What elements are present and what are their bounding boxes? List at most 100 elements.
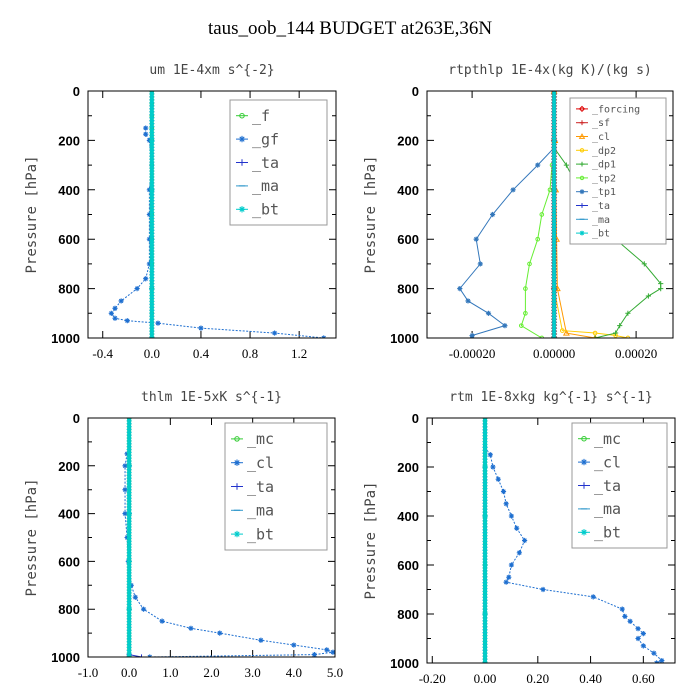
zero-band-point_bt [149,272,155,278]
zero-band-point_bt [149,316,155,322]
zero-band-point_bt [149,109,155,115]
series-line_tp1 [459,147,555,338]
zero-band-point_bt [149,94,155,100]
legend-entry: _mc [247,430,274,448]
legend-entry: _gf [252,130,279,148]
zero-band-point_bt [482,592,488,597]
zero-band-point_bt [126,495,132,501]
zero-band-point_bt [126,533,132,538]
zero-band-point_bt [126,507,132,513]
zero-band-point_bt [551,201,557,207]
data-point_cl [487,452,493,458]
data-point_gf [143,131,149,137]
zero-band-point_bt [126,487,132,493]
data-point_dp1 [658,286,664,292]
zero-band-point_bt [482,468,488,474]
zero-band-point_bt [482,600,488,606]
zero-band-point_bt [126,647,132,653]
data-point_dp1 [592,335,598,338]
zero-band-point_bt [126,564,132,570]
data-point_tp2 [518,323,524,328]
zero-band-point_bt [149,127,155,132]
zero-band-point_bt [551,195,557,201]
zero-band-point_bt [482,459,488,465]
zero-band-point_bt [482,442,488,447]
zero-band-point_bt [149,174,155,180]
zero-band-point_bt [126,467,132,473]
zero-band-point_bt [482,489,488,494]
zero-band-point_bt [551,316,557,322]
data-point_cl [122,487,128,493]
zero-band-point_bt [149,319,155,325]
zero-band-point_bt [126,653,132,657]
zero-band-point_bt [149,204,155,209]
data-point_cl [635,626,641,632]
zero-band-point_bt [149,136,155,141]
zero-band-point_bt [551,180,557,186]
zero-band-point_bt [551,207,557,212]
zero-band-point_bt [482,506,488,512]
y-axis-label: Pressure [hPa] [363,155,379,273]
zero-band-point_bt [126,424,132,430]
zero-band-point_bt [126,581,132,587]
zero-band-point_bt [482,597,488,603]
zero-band-point_bt [551,221,557,227]
x-tick-label: -0.4 [92,346,113,361]
data-point_cl [508,513,515,519]
x-tick-label: -1.0 [78,665,99,680]
x-tick-label: 1.2 [291,346,307,361]
zero-band-point_bt [126,524,132,530]
zero-band-point_bt [126,624,132,630]
zero-band-point_bt [551,319,557,325]
zero-band-point_bt [551,287,557,292]
y-axis-label: Pressure [hPa] [24,155,40,273]
x-tick-label: 5.0 [327,665,343,680]
zero-band-point_bt [149,106,155,112]
plot-frame [87,417,336,658]
zero-band-point_bt [551,257,557,263]
x-tick-label: 0.8 [242,346,258,361]
zero-band-point_bt [482,553,488,559]
legend-entry: _ma [247,502,274,520]
zero-band-point_bt [482,480,488,486]
data-point_cl [622,613,628,620]
data-point_gf [118,298,124,304]
zero-band-point_bt [551,127,557,132]
zero-band-point_bt [126,596,132,602]
zero-band-point_bt [126,579,132,584]
data-point_cl [291,642,297,648]
zero-band-point_bt [149,201,155,207]
legend-swatch-marker [580,482,588,489]
zero-band-point_bt [126,498,132,504]
zero-band-point_bt [551,171,557,177]
zero-band-point_bt [482,483,488,489]
zero-band-point_bt [126,452,132,458]
zero-band-point_bt [149,207,155,212]
zero-band-point_bt [149,141,155,147]
zero-band-point_bt [482,574,488,580]
zero-band-point_bt [126,518,132,524]
zero-band-point_bt [126,435,132,441]
zero-band-point_bt [126,599,132,604]
panel-title: thlm 1E-5xK s^{-1} [141,390,282,405]
zero-band-point_bt [482,521,488,527]
zero-band-point_bt [551,94,557,100]
zero-band-point_bt [149,153,155,159]
zero-band-point_bt [149,275,155,281]
zero-band-point_forcing [550,333,558,338]
y-tick-label: 600 [58,232,80,247]
data-point_cl [311,652,318,657]
zero-band-point_bt [482,524,488,530]
zero-band-point_bt [126,527,132,533]
zero-band-point_bt [482,477,488,483]
zero-band-point_bt [482,556,488,562]
zero-band-point_bt [482,474,488,480]
data-point_cl [619,606,625,612]
zero-band-point_bt [551,304,557,310]
zero-band-point_bt [551,153,557,159]
zero-band-point_bt [551,313,557,319]
zero-band-point_bt [126,587,132,593]
zero-band-point_bt [551,138,557,144]
zero-band-point_bt [149,325,155,331]
data-point_tp1 [535,162,541,168]
